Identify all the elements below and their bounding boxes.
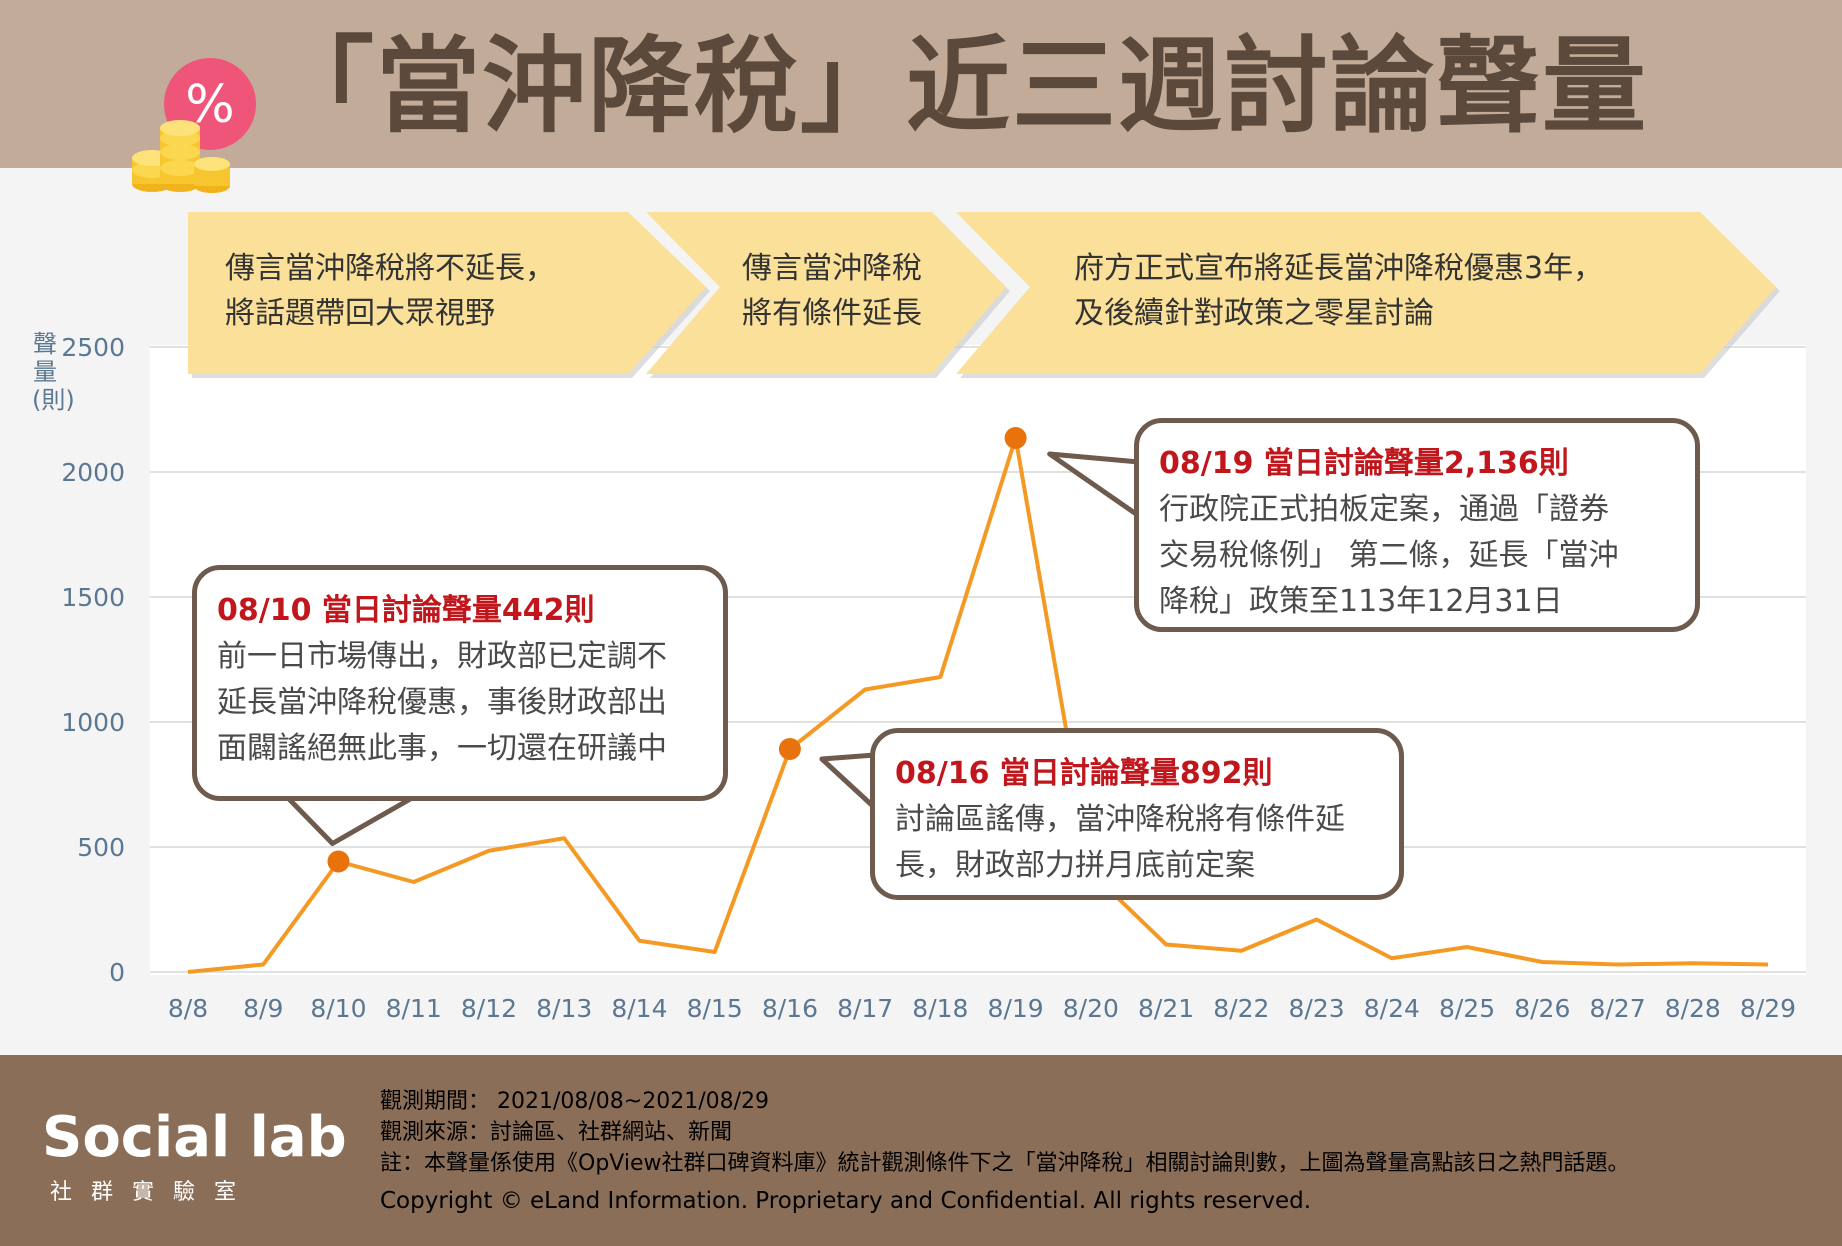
footnote: 註：本聲量係使用《OpView社群口碑資料庫》統計觀測條件下之「當沖降稅」相關討… [380, 1151, 1630, 1176]
x-tick-label-8-28: 8/28 [1665, 994, 1721, 1023]
phase-2-arrow [646, 212, 1006, 374]
data-point-8-16 [778, 738, 801, 760]
callout-0810: 08/10 當日討論聲量442則 前一日市場傳出，財政部已定調不 延長當沖降稅優… [192, 565, 728, 801]
x-tick-label-8-21: 8/21 [1138, 994, 1194, 1023]
logo-subtitle: 社群實驗室 [50, 1180, 256, 1205]
callout-0819-pointer [1047, 451, 1142, 519]
x-tick-label-8-15: 8/15 [687, 994, 743, 1023]
callout-0810-line-1: 前一日市場傳出，財政部已定調不 [217, 639, 667, 674]
page-title: 「當沖降稅」近三週討論聲量 [270, 25, 1649, 147]
x-tick-label-8-11: 8/11 [386, 994, 442, 1023]
phase-3-line-2: 及後續針對政策之零星討論 [1074, 296, 1434, 331]
callout-0819-headline: 08/19 當日討論聲量2,136則 [1159, 446, 1569, 481]
phase-3-text: 府方正式宣布將延長當沖降稅優惠3年， 及後續針對政策之零星討論 [1074, 246, 1603, 336]
footer-band [0, 1055, 1842, 1246]
callout-0810-pointer [285, 795, 415, 846]
observation-period: 觀測期間： 2021/08/08~2021/08/29 [380, 1089, 770, 1114]
callout-0810-line-3: 面闢謠絕無此事，一切還在研議中 [217, 731, 667, 766]
callout-0819-line-1: 行政院正式拍板定案，通過「證券 [1159, 492, 1609, 527]
phase-1-line-2: 將話題帶回大眾視野 [225, 296, 495, 331]
y-tick-label-2000: 2000 [61, 458, 125, 487]
line-chart: 0 500 1000 1500 2000 2500 8/8 8/9 8/10 8/11 8/12 8… [61, 212, 1806, 1023]
y-tick-label-1500: 1500 [61, 583, 125, 612]
observation-source: 觀測來源：討論區、社群網站、新聞 [380, 1120, 733, 1145]
callout-0819: 08/19 當日討論聲量2,136則 行政院正式拍板定案，通過「證券 交易稅條例… [1134, 418, 1700, 632]
x-tick-label-8-18: 8/18 [912, 994, 968, 1023]
callout-0816: 08/16 當日討論聲量892則 討論區謠傳，當沖降稅將有條件延 長，財政部力拼… [870, 728, 1404, 900]
x-tick-label-8-23: 8/23 [1289, 994, 1345, 1023]
x-tick-label-8-19: 8/19 [988, 994, 1044, 1023]
series-line [187, 436, 1769, 974]
x-tick-label-8-12: 8/12 [461, 994, 517, 1023]
phase-3-arrow [956, 212, 1776, 374]
x-tick-label-8-10: 8/10 [310, 994, 366, 1023]
x-tick-label-8-22: 8/22 [1213, 994, 1269, 1023]
header-band [0, 0, 1842, 168]
phase-1-arrow [188, 212, 706, 374]
callout-0810-headline: 08/10 當日討論聲量442則 [217, 593, 595, 628]
x-tick-label-8-26: 8/26 [1514, 994, 1570, 1023]
x-tick-label-8-17: 8/17 [837, 994, 893, 1023]
phase-1-text: 傳言當沖降稅將不延長， 將話題帶回大眾視野 [225, 246, 555, 336]
x-tick-label-8-27: 8/27 [1589, 994, 1645, 1023]
data-point-8-10 [327, 850, 350, 873]
footer-notes: 觀測期間： 2021/08/08~2021/08/29 觀測來源：討論區、社群網… [380, 1086, 1630, 1217]
copyright: Copyright © eLand Information. Proprieta… [380, 1188, 1312, 1214]
x-tick-label-8-25: 8/25 [1439, 994, 1495, 1023]
x-tick-label-8-16: 8/16 [762, 994, 818, 1023]
sociallab-logo: Social lab 社群實驗室 [42, 1108, 347, 1206]
x-tick-label-8-8: 8/8 [168, 994, 208, 1023]
callout-0819-line-2: 交易稅條例」 第二條，延長「當沖 [1159, 538, 1619, 573]
x-tick-label-8-13: 8/13 [536, 994, 592, 1023]
phase-2-line-1: 傳言當沖降稅 [742, 251, 922, 286]
callout-0816-line-2: 長，財政部力拼月底前定案 [895, 848, 1255, 883]
y-tick-label-0: 0 [109, 958, 125, 987]
x-tick-label-8-24: 8/24 [1364, 994, 1420, 1023]
data-point-8-19 [1004, 427, 1027, 449]
y-tick-label-1000: 1000 [61, 708, 125, 737]
percent-coin-icon: % [132, 58, 256, 193]
x-tick-label-8-14: 8/14 [611, 994, 667, 1023]
y-tick-label-500: 500 [77, 833, 125, 862]
phase-2-line-2: 將有條件延長 [742, 296, 922, 331]
phase-3-line-1: 府方正式宣布將延長當沖降稅優惠3年， [1074, 251, 1604, 286]
callout-0816-pointer [819, 752, 878, 811]
y-tick-label-2500: 2500 [61, 333, 125, 362]
phase-1-line-1: 傳言當沖降稅將不延長， [225, 251, 555, 286]
callout-0816-headline: 08/16 當日討論聲量892則 [895, 756, 1273, 791]
logo-text: Social lab [42, 1105, 347, 1170]
x-tick-label-8-29: 8/29 [1740, 994, 1796, 1023]
x-tick-label-8-9: 8/9 [243, 994, 283, 1023]
x-tick-label-8-20: 8/20 [1063, 994, 1119, 1023]
callout-0819-line-3: 降稅」政策至113年12月31日 [1159, 584, 1563, 619]
callout-0816-line-1: 討論區謠傳，當沖降稅將有條件延 [895, 802, 1345, 837]
phase-2-text: 傳言當沖降稅 將有條件延長 [742, 246, 922, 336]
callout-0810-line-2: 延長當沖降稅優惠，事後財政部出 [217, 685, 667, 720]
